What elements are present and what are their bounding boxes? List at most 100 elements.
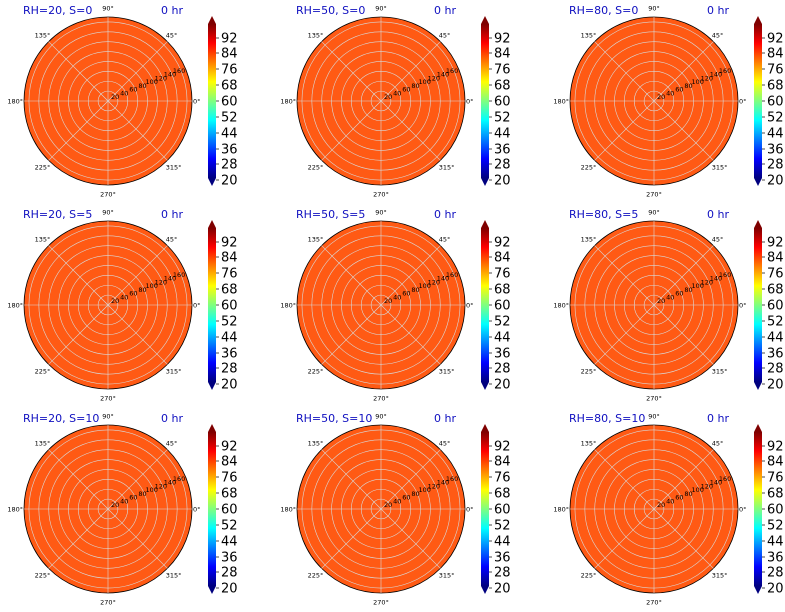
- colorbar-tick-label: 52: [494, 315, 511, 330]
- angle-label: 180°: [7, 302, 23, 310]
- colorbar-tick-label: 52: [221, 315, 238, 330]
- colorbar-tick-label: 28: [767, 158, 784, 173]
- angle-label: 45°: [166, 32, 178, 40]
- colorbar-tick-label: 60: [767, 503, 784, 518]
- angle-label: 315°: [712, 163, 728, 171]
- colorbar-extend-min: [481, 586, 489, 594]
- radial-tick-label: 40: [666, 89, 674, 97]
- angular-gridline: [107, 508, 168, 569]
- colorbar-tick-label: 20: [221, 174, 238, 189]
- radial-tick-label: 120: [701, 278, 713, 286]
- angle-label: 90°: [102, 5, 114, 13]
- radial-tick-label: 60: [402, 290, 410, 298]
- colorbar-tick-label: 60: [494, 95, 511, 110]
- colorbar-tick-label: 44: [494, 331, 511, 346]
- colorbar-tick-label: 52: [494, 111, 511, 126]
- radial-tick-label: 140: [164, 479, 176, 487]
- radial-tick-label: 100: [691, 282, 703, 290]
- angular-gridline: [653, 41, 714, 102]
- colorbar-tick-label: 28: [767, 566, 784, 581]
- angular-gridline: [653, 508, 714, 569]
- colorbar-tick-label: 28: [767, 362, 784, 377]
- angle-label: 225°: [581, 367, 597, 375]
- colorbar-tick-label: 44: [494, 127, 511, 142]
- angle-label: 270°: [100, 395, 116, 403]
- colorbar-tick-label: 76: [221, 267, 238, 282]
- angle-label: 90°: [102, 209, 114, 217]
- colorbar-extend-max: [754, 424, 762, 432]
- radial-tick-label: 160: [446, 67, 458, 75]
- radial-tick-label: 160: [173, 271, 185, 279]
- angle-label: 225°: [35, 571, 51, 579]
- time-label: 0 hr: [707, 412, 729, 425]
- angle-label: 135°: [35, 32, 51, 40]
- colorbar-tick-label: 84: [767, 47, 784, 62]
- colorbar-tick-label: 68: [494, 79, 511, 94]
- colorbar-tick-label: 44: [494, 535, 511, 550]
- colorbar-tick-label: 92: [494, 236, 511, 251]
- colorbar-tick-label: 28: [494, 158, 511, 173]
- panel-title: RH=50, S=0: [296, 4, 365, 17]
- angular-gridline: [594, 508, 655, 569]
- colorbar-extend-max: [481, 16, 489, 24]
- colorbar-tick-label: 36: [767, 551, 784, 566]
- colorbar-tick-label: 92: [494, 32, 511, 47]
- angle-label: 45°: [439, 32, 451, 40]
- time-label: 0 hr: [434, 4, 456, 17]
- angular-gridline: [653, 245, 714, 306]
- angular-gridline: [321, 245, 382, 306]
- colorbar-tick-label: 92: [221, 236, 238, 251]
- angular-gridline: [380, 304, 441, 365]
- colorbar-tick-label: 28: [494, 362, 511, 377]
- radial-tick-label: 100: [418, 78, 430, 86]
- radial-tick-label: 60: [129, 290, 137, 298]
- time-label: 0 hr: [707, 208, 729, 221]
- angle-label: 90°: [648, 209, 660, 217]
- angular-gridline: [48, 41, 109, 102]
- radial-tick-label: 20: [111, 297, 119, 305]
- radial-tick-label: 40: [666, 497, 674, 505]
- colorbar-tick-label: 92: [494, 440, 511, 455]
- colorbar-tick-label: 84: [221, 47, 238, 62]
- colorbar-tick-label: 68: [221, 283, 238, 298]
- colorbar-tick-label: 76: [767, 471, 784, 486]
- angular-gridline: [107, 245, 168, 306]
- angle-label: 0°: [193, 506, 200, 514]
- radial-tick-label: 100: [691, 78, 703, 86]
- angle-label: 315°: [439, 571, 455, 579]
- radial-tick-label: 60: [402, 494, 410, 502]
- angle-label: 135°: [581, 440, 597, 448]
- radial-tick-label: 100: [418, 282, 430, 290]
- radial-tick-label: 140: [710, 71, 722, 79]
- colorbar: [481, 24, 489, 178]
- time-label: 0 hr: [161, 208, 183, 221]
- colorbar-tick-label: 68: [767, 487, 784, 502]
- angle-label: 315°: [712, 571, 728, 579]
- colorbar-extend-min: [481, 382, 489, 390]
- panel-title: RH=20, S=0: [23, 4, 92, 17]
- colorbar-tick-label: 76: [221, 471, 238, 486]
- colorbar-tick-label: 36: [221, 347, 238, 362]
- colorbar-tick-label: 76: [494, 63, 511, 78]
- colorbar-tick-label: 44: [767, 127, 784, 142]
- radial-tick-label: 80: [138, 490, 146, 498]
- colorbar-tick-label: 36: [767, 143, 784, 158]
- radial-tick-label: 60: [129, 494, 137, 502]
- angle-label: 45°: [712, 236, 724, 244]
- colorbar-tick-label: 44: [767, 535, 784, 550]
- angular-gridline: [107, 304, 168, 365]
- radial-tick-label: 80: [684, 286, 692, 294]
- angle-label: 0°: [739, 506, 746, 514]
- angle-label: 225°: [308, 163, 324, 171]
- radial-tick-label: 60: [129, 86, 137, 94]
- radial-tick-label: 100: [418, 486, 430, 494]
- colorbar-extend-min: [208, 382, 216, 390]
- colorbar: [208, 24, 216, 178]
- colorbar-tick-label: 52: [767, 315, 784, 330]
- angle-label: 270°: [100, 599, 116, 607]
- colorbar-extend-max: [208, 16, 216, 24]
- angle-label: 270°: [373, 191, 389, 199]
- panel-title: RH=50, S=10: [296, 412, 372, 425]
- angular-gridline: [107, 449, 168, 510]
- radial-tick-label: 120: [155, 74, 167, 82]
